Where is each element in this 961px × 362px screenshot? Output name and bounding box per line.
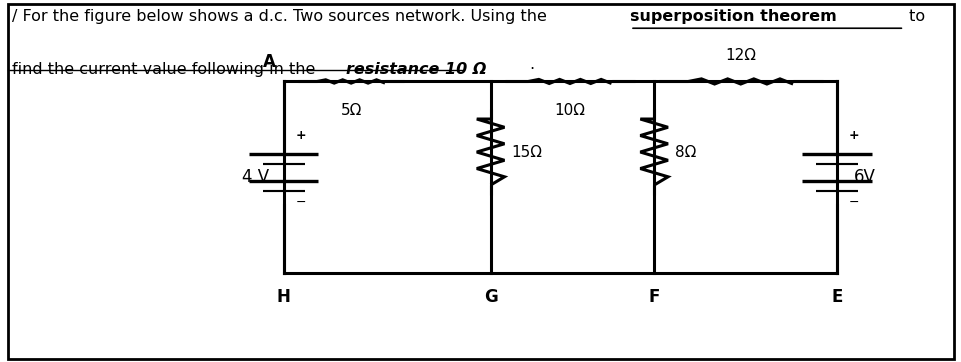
Text: −: − <box>848 195 858 209</box>
Text: 5Ω: 5Ω <box>340 103 361 118</box>
Text: H: H <box>277 288 290 306</box>
Text: G: G <box>483 288 497 306</box>
Text: +: + <box>848 129 858 142</box>
Text: 12Ω: 12Ω <box>725 49 755 63</box>
Text: to: to <box>903 9 924 24</box>
Text: 8Ω: 8Ω <box>675 144 696 160</box>
Text: superposition theorem: superposition theorem <box>629 9 836 24</box>
Text: −: − <box>295 195 306 209</box>
Text: +: + <box>295 129 306 142</box>
Text: A: A <box>263 52 276 71</box>
Text: resistance 10 Ω: resistance 10 Ω <box>346 62 486 76</box>
Text: 4 V: 4 V <box>242 168 269 186</box>
Text: find the current value following in the: find the current value following in the <box>12 62 320 76</box>
Text: 10Ω: 10Ω <box>554 103 585 118</box>
Text: F: F <box>648 288 659 306</box>
Text: / For the figure below shows a d.c. Two sources network. Using the: / For the figure below shows a d.c. Two … <box>12 9 551 24</box>
Text: 6V: 6V <box>853 168 875 186</box>
Text: ·: · <box>529 62 533 76</box>
Text: E: E <box>830 288 842 306</box>
Text: 15Ω: 15Ω <box>511 144 542 160</box>
